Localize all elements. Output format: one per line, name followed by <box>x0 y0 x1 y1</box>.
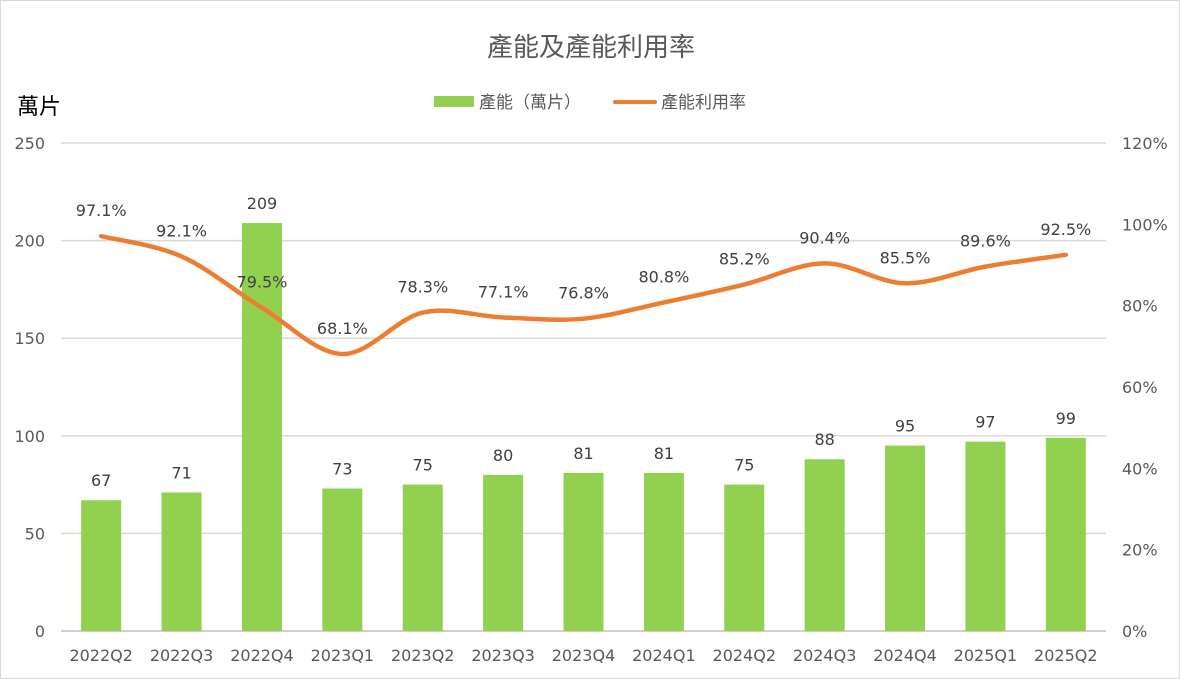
x-tick-label: 2024Q1 <box>632 646 696 665</box>
line-data-label: 92.5% <box>1040 220 1091 239</box>
y-tick-label: 200 <box>14 232 45 251</box>
bar <box>885 445 926 631</box>
line-data-label: 85.2% <box>719 250 770 269</box>
bar-data-label: 209 <box>247 194 278 213</box>
y2-tick-label: 120% <box>1122 134 1168 153</box>
bar-data-label: 80 <box>493 446 513 465</box>
line-data-label: 92.1% <box>156 221 207 240</box>
line-data-label: 68.1% <box>317 319 368 338</box>
bar <box>241 223 282 632</box>
y2-tick-label: 80% <box>1122 297 1158 316</box>
bar <box>804 459 845 631</box>
x-tick-label: 2023Q4 <box>552 646 616 665</box>
bar <box>724 484 765 631</box>
x-tick-label: 2025Q1 <box>954 646 1018 665</box>
bar-data-label: 95 <box>895 417 915 436</box>
y2-tick-label: 20% <box>1122 541 1158 560</box>
y-tick-label: 150 <box>14 329 45 348</box>
y2-tick-label: 0% <box>1122 622 1147 641</box>
y-tick-label: 100 <box>14 427 45 446</box>
bar-data-label: 75 <box>413 456 433 475</box>
bar-data-label: 71 <box>171 463 191 482</box>
line-data-label: 90.4% <box>799 228 850 247</box>
y-tick-label: 250 <box>14 134 45 153</box>
bar-data-label: 75 <box>734 456 754 475</box>
y-tick-label: 50 <box>25 524 45 543</box>
line-data-label: 77.1% <box>478 282 529 301</box>
x-tick-label: 2024Q2 <box>713 646 777 665</box>
y2-tick-label: 60% <box>1122 378 1158 397</box>
y2-tick-label: 100% <box>1122 215 1168 234</box>
y2-tick-label: 40% <box>1122 459 1158 478</box>
bar <box>402 484 443 631</box>
bar <box>1045 437 1086 631</box>
line-data-label: 76.8% <box>558 284 609 303</box>
x-tick-label: 2024Q3 <box>793 646 857 665</box>
x-tick-label: 2025Q2 <box>1034 646 1098 665</box>
legend-line-label: 產能利用率 <box>661 93 746 113</box>
x-tick-label: 2022Q2 <box>69 646 133 665</box>
bar-data-label: 81 <box>654 444 674 463</box>
bar-data-label: 73 <box>332 460 352 479</box>
line-data-label: 89.6% <box>960 232 1011 251</box>
legend-bar-label: 產能（萬片） <box>479 93 581 113</box>
bar-data-label: 81 <box>573 444 593 463</box>
y-axis-label: 萬片 <box>17 95 61 120</box>
x-tick-label: 2024Q4 <box>873 646 937 665</box>
y-tick-label: 0 <box>35 622 45 641</box>
utilization-line <box>98 233 1069 357</box>
line-data-label: 80.8% <box>638 267 689 286</box>
bar-data-label: 99 <box>1056 409 1076 428</box>
x-tick-label: 2023Q1 <box>311 646 375 665</box>
bar <box>161 492 202 631</box>
x-tick-label: 2022Q4 <box>230 646 294 665</box>
bar <box>483 474 524 631</box>
bar <box>322 488 363 631</box>
line-data-label: 85.5% <box>880 248 931 267</box>
bar <box>965 441 1006 631</box>
bar <box>563 472 604 631</box>
bar-data-label: 97 <box>975 413 995 432</box>
legend-bar-swatch <box>434 96 474 107</box>
chart-title: 產能及產能利用率 <box>487 33 695 63</box>
x-tick-label: 2022Q3 <box>150 646 214 665</box>
bar-data-label: 67 <box>91 471 111 490</box>
bar-data-label: 88 <box>814 430 834 449</box>
line-data-label: 97.1% <box>76 201 127 220</box>
line-data-label: 79.5% <box>237 273 288 292</box>
x-tick-label: 2023Q2 <box>391 646 455 665</box>
legend: 產能（萬片） 產能利用率 <box>434 93 746 113</box>
bar <box>643 472 684 631</box>
x-tick-label: 2023Q3 <box>471 646 535 665</box>
line-data-label: 78.3% <box>397 278 448 297</box>
bar <box>81 500 122 631</box>
